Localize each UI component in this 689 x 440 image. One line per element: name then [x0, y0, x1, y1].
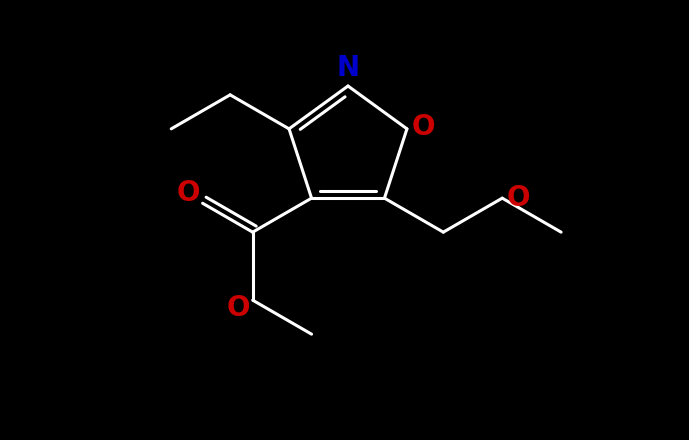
Text: O: O [177, 179, 200, 207]
Text: O: O [506, 184, 530, 212]
Text: O: O [411, 113, 435, 141]
Text: O: O [227, 294, 250, 322]
Text: N: N [336, 54, 360, 82]
